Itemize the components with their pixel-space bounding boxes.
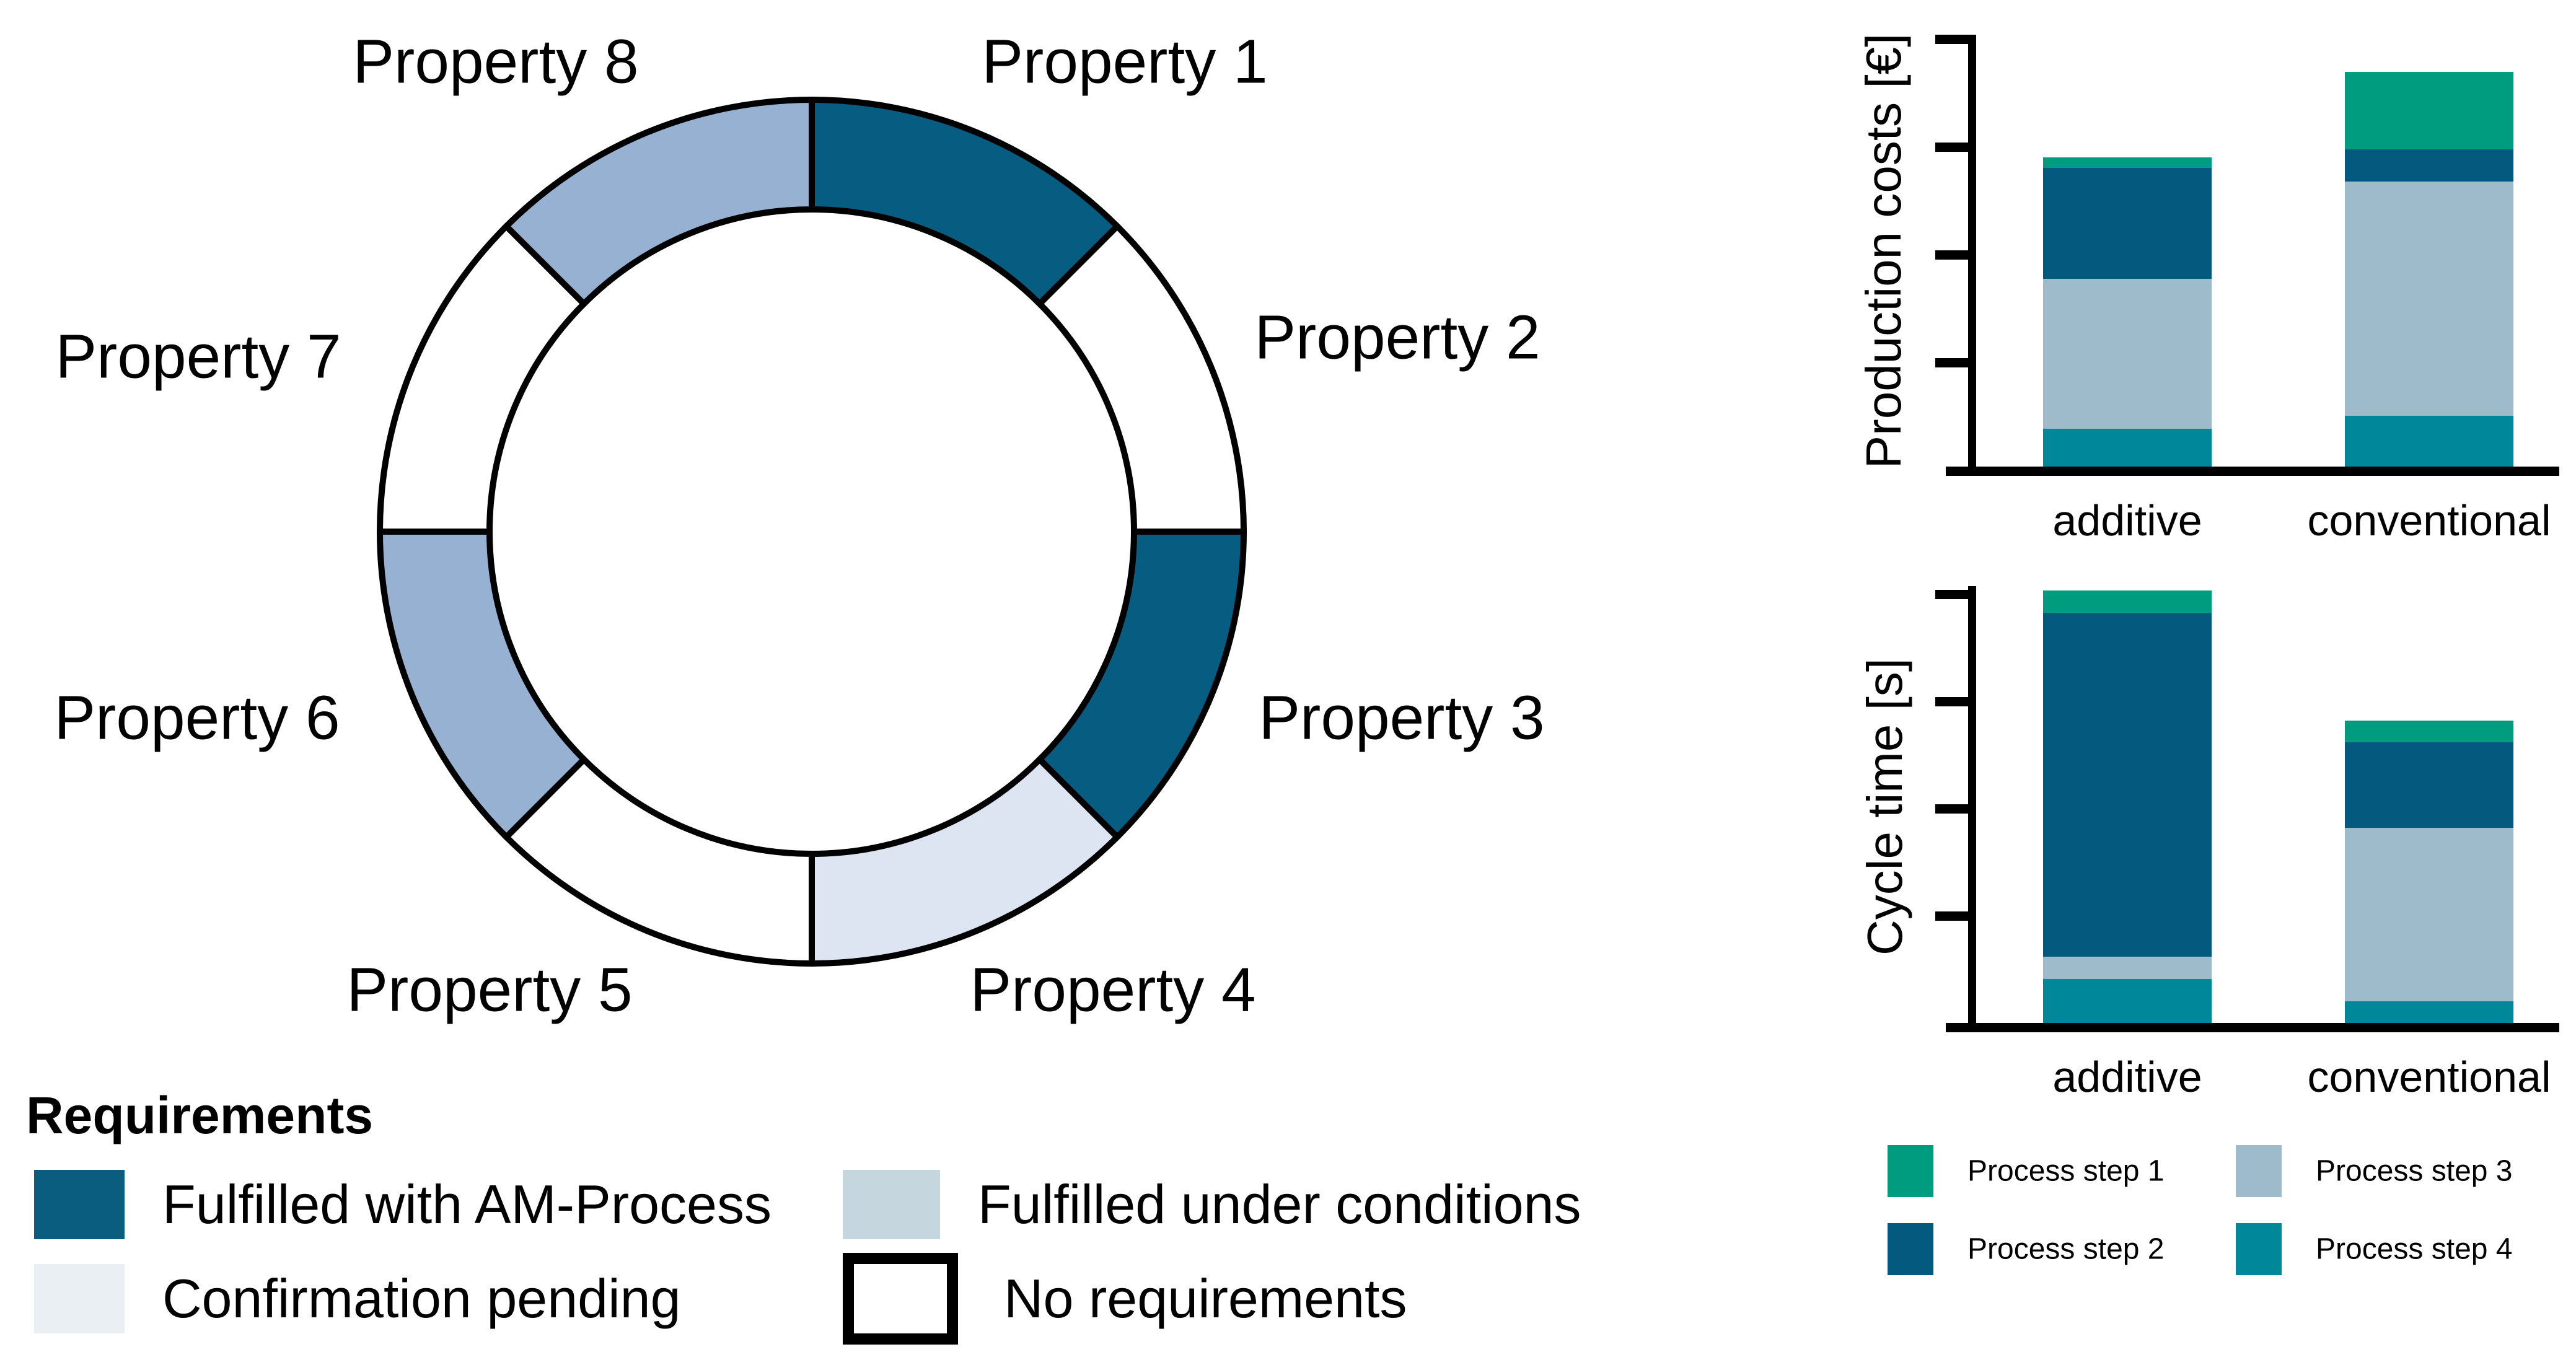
x-axis-cycle-time [1946, 1023, 2559, 1032]
y-axis-production-costs [1968, 35, 1976, 476]
donut-segment-property-2 [1035, 222, 1247, 535]
donut-label-property-5: Property 5 [346, 955, 633, 1025]
bar-production-costs-additive-process-step-1 [2043, 157, 2212, 168]
bar-cycle-time-conventional-process-step-3 [2345, 828, 2513, 1001]
bar-production-costs-conventional-process-step-4 [2345, 416, 2513, 467]
process-legend-label-4: Process step 4 [2316, 1232, 2513, 1266]
y-tick-cycle-time-1 [1935, 590, 1968, 599]
bar-production-costs-conventional-process-step-2 [2345, 149, 2513, 182]
requirements-swatch-2 [843, 1170, 940, 1239]
bar-production-costs-additive-process-step-4 [2043, 429, 2212, 467]
bar-production-costs-additive-process-step-2 [2043, 168, 2212, 279]
y-axis-title-production-costs: Production costs [€] [1856, 33, 1911, 469]
bar-cycle-time-conventional-process-step-1 [2345, 721, 2513, 742]
process-legend-swatch-1 [1888, 1145, 1933, 1197]
donut-label-property-8: Property 8 [353, 27, 639, 97]
donut-label-property-1: Property 1 [982, 27, 1268, 97]
donut-label-property-3: Property 3 [1259, 683, 1545, 753]
bar-production-costs-conventional-process-step-3 [2345, 182, 2513, 416]
requirements-swatch-3 [34, 1264, 125, 1333]
process-legend-label-1: Process step 1 [1967, 1154, 2165, 1188]
bar-cycle-time-additive-process-step-3 [2043, 957, 2212, 979]
requirements-label-4: No requirements [1004, 1268, 1407, 1329]
bar-production-costs-additive-process-step-3 [2043, 279, 2212, 429]
donut-label-property-6: Property 6 [54, 683, 340, 753]
y-tick-production-costs-1 [1935, 35, 1968, 44]
process-legend-swatch-4 [2236, 1223, 2282, 1275]
y-axis-cycle-time [1968, 586, 1976, 1032]
bar-cycle-time-conventional-process-step-4 [2345, 1001, 2513, 1023]
requirements-donut-chart [376, 96, 1247, 967]
donut-label-property-2: Property 2 [1254, 302, 1541, 372]
requirements-label-1: Fulfilled with AM-Process [162, 1174, 771, 1235]
category-label-production-costs-additive: additive [2052, 496, 2202, 545]
donut-label-property-7: Property 7 [55, 322, 341, 392]
bar-cycle-time-additive-process-step-1 [2043, 590, 2212, 613]
y-axis-title-cycle-time: Cycle time [s] [1857, 657, 1912, 956]
category-label-cycle-time-additive: additive [2052, 1053, 2202, 1101]
category-label-cycle-time-conventional: conventional [2307, 1053, 2551, 1101]
process-legend-label-3: Process step 3 [2316, 1154, 2513, 1188]
process-legend-swatch-2 [1888, 1223, 1933, 1275]
bar-cycle-time-additive-process-step-4 [2043, 979, 2212, 1023]
y-tick-cycle-time-3 [1935, 804, 1968, 814]
bar-cycle-time-additive-process-step-2 [2043, 613, 2212, 957]
requirements-legend-title: Requirements [26, 1086, 374, 1144]
requirements-swatch-1 [34, 1170, 125, 1239]
process-legend-label-2: Process step 2 [1967, 1232, 2165, 1266]
x-axis-production-costs [1946, 467, 2559, 476]
y-tick-cycle-time-4 [1935, 911, 1968, 921]
requirements-label-3: Confirmation pending [162, 1268, 681, 1329]
donut-segment-property-6 [376, 529, 589, 841]
requirements-swatch-4 [843, 1253, 958, 1345]
y-tick-production-costs-3 [1935, 250, 1968, 260]
y-tick-cycle-time-2 [1935, 697, 1968, 706]
process-legend-swatch-3 [2236, 1145, 2282, 1197]
bar-cycle-time-conventional-process-step-2 [2345, 742, 2513, 828]
donut-segment-property-8 [502, 96, 815, 309]
bar-production-costs-conventional-process-step-1 [2345, 72, 2513, 149]
category-label-production-costs-conventional: conventional [2307, 496, 2551, 545]
y-tick-production-costs-2 [1935, 143, 1968, 152]
requirements-label-2: Fulfilled under conditions [978, 1174, 1581, 1235]
donut-segment-property-4 [809, 755, 1122, 967]
y-tick-production-costs-4 [1935, 358, 1968, 367]
donut-label-property-4: Property 4 [970, 955, 1256, 1025]
